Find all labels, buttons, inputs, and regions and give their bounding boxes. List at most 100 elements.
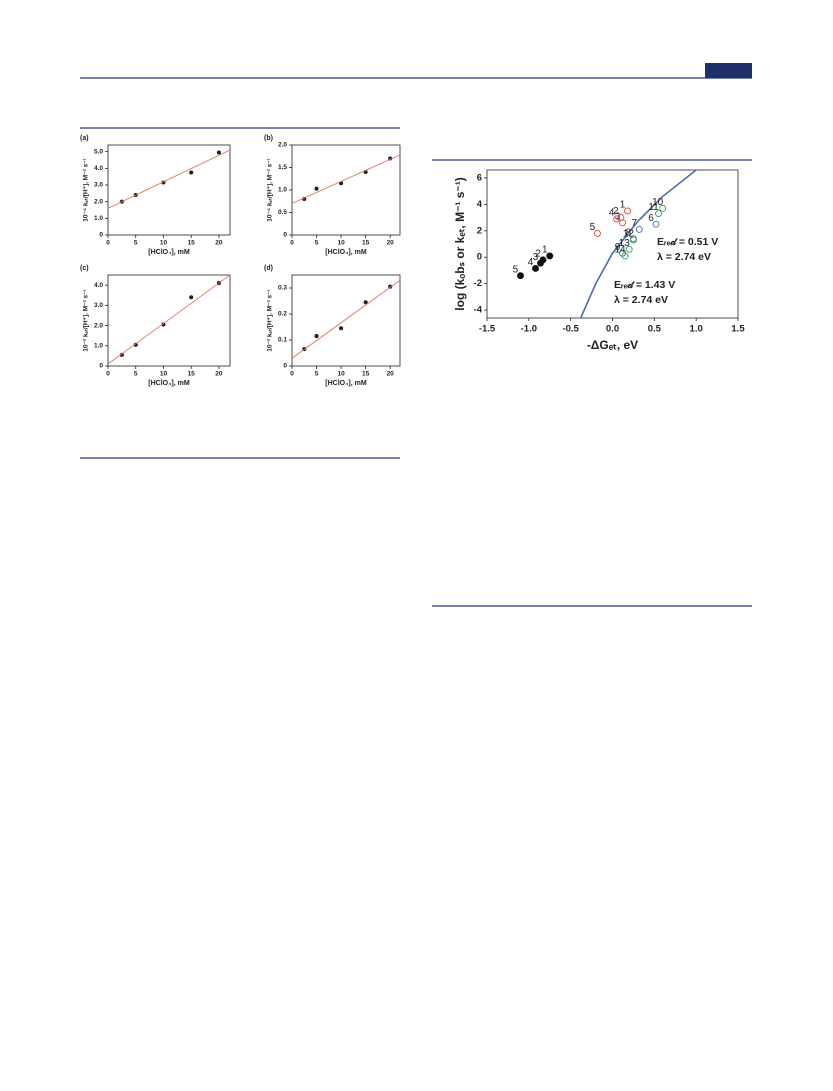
point-label: 4 bbox=[528, 257, 534, 268]
y-tick-label: 5.0 bbox=[94, 148, 103, 155]
y-tick-label: 6 bbox=[477, 172, 482, 183]
y-tick-label: 2.0 bbox=[278, 142, 287, 149]
x-axis-label: [HClO₄], mM bbox=[148, 380, 190, 387]
data-point bbox=[517, 272, 524, 280]
data-point bbox=[621, 252, 629, 260]
panel-label: (c) bbox=[80, 265, 89, 272]
y-tick-label: 2.0 bbox=[94, 322, 103, 329]
annotation: λ = 2.74 eV bbox=[657, 251, 711, 263]
x-tick-label: 5 bbox=[315, 371, 319, 378]
data-point bbox=[635, 226, 643, 233]
x-tick-label: 0 bbox=[290, 371, 294, 378]
panel-label: (d) bbox=[264, 265, 273, 272]
data-point bbox=[624, 207, 632, 215]
y-tick-label: 0 bbox=[99, 363, 103, 370]
data-point bbox=[619, 219, 626, 227]
header-tab bbox=[705, 63, 752, 78]
point-label: 2 bbox=[535, 248, 541, 259]
point-label: 1 bbox=[542, 245, 548, 256]
y-tick-label: 4.0 bbox=[94, 282, 103, 289]
x-tick-label: 1.0 bbox=[690, 324, 703, 335]
y-tick-label: 1.0 bbox=[94, 215, 103, 222]
x-axis-label: [HClO₄], mM bbox=[325, 380, 367, 387]
x-tick-label: -0.5 bbox=[562, 324, 579, 335]
data-point bbox=[659, 204, 667, 212]
x-tick-label: 10 bbox=[337, 371, 345, 378]
annotation: λ = 2.74 eV bbox=[614, 294, 668, 306]
y-tick-label: 4.0 bbox=[94, 165, 103, 172]
y-tick-label: -2 bbox=[474, 278, 482, 289]
data-point bbox=[629, 236, 637, 244]
x-tick-label: -1.5 bbox=[479, 324, 496, 335]
point-label: 3 bbox=[533, 252, 539, 263]
y-tick-label: 3.0 bbox=[94, 182, 103, 189]
y-axis-label: 10⁻⁴ kₑₜ/[H⁺], M⁻² s⁻¹ bbox=[267, 158, 274, 222]
point-label: 9 bbox=[615, 242, 621, 253]
x-tick-label: 0 bbox=[290, 240, 294, 247]
data-point bbox=[314, 186, 319, 191]
y-axis-label: 10⁻³ kₑₜ/[H⁺], M⁻² s⁻¹ bbox=[267, 289, 274, 352]
plot-frame bbox=[291, 144, 401, 236]
point-label: 5 bbox=[513, 264, 519, 275]
x-tick-label: 5 bbox=[315, 240, 319, 247]
point-label: 13 bbox=[619, 238, 631, 249]
x-tick-label: 20 bbox=[387, 240, 395, 247]
y-axis-label: log (kₒbₛ or kₑₜ, M⁻¹ s⁻¹) bbox=[453, 177, 467, 310]
point-label: 11 bbox=[648, 202, 659, 213]
data-point bbox=[652, 220, 660, 228]
annotation: Eᵣₑ𝒹 = 1.43 V bbox=[614, 279, 675, 291]
y-axis-label: 10⁻³ kₑₜ/[H⁺], M⁻² s⁻¹ bbox=[83, 289, 90, 352]
plot-frame bbox=[107, 144, 231, 236]
y-tick-label: 0.3 bbox=[278, 285, 287, 292]
point-label: 7 bbox=[631, 218, 637, 229]
x-tick-label: 1.5 bbox=[731, 324, 745, 335]
y-tick-label: 0 bbox=[283, 363, 287, 370]
x-tick-label: 10 bbox=[337, 240, 345, 247]
y-axis-label: 10⁻⁴ kₑₜ/[H⁺], M⁻² s⁻¹ bbox=[83, 158, 90, 222]
y-tick-label: 2.0 bbox=[94, 198, 103, 205]
y-tick-label: -4 bbox=[474, 305, 483, 316]
y-tick-label: 2 bbox=[477, 225, 482, 236]
x-tick-label: 5 bbox=[134, 240, 138, 247]
data-point bbox=[189, 170, 194, 175]
data-point bbox=[625, 245, 633, 253]
x-tick-label: 5 bbox=[134, 371, 138, 378]
data-point bbox=[339, 326, 344, 331]
data-point bbox=[189, 295, 194, 300]
x-tick-label: -1.0 bbox=[521, 324, 537, 335]
annotation: Eᵣₑ𝒹 = 0.51 V bbox=[657, 236, 718, 248]
plot-frame bbox=[291, 274, 401, 367]
x-tick-label: 0.5 bbox=[648, 324, 662, 335]
fit-line bbox=[108, 275, 230, 365]
y-tick-label: 1.0 bbox=[278, 187, 287, 194]
data-point bbox=[593, 229, 601, 237]
x-tick-label: 10 bbox=[160, 240, 168, 247]
x-tick-label: 20 bbox=[387, 371, 395, 378]
data-point bbox=[537, 259, 544, 267]
data-point bbox=[532, 264, 539, 272]
fit-line bbox=[108, 149, 230, 209]
x-tick-label: 15 bbox=[188, 240, 196, 247]
data-point bbox=[314, 334, 319, 339]
y-tick-label: 0.2 bbox=[278, 311, 287, 318]
point-label: 6 bbox=[648, 213, 654, 224]
y-tick-label: 3.0 bbox=[94, 302, 103, 309]
y-tick-label: 4 bbox=[477, 199, 483, 210]
x-axis-label: [HClO₄], mM bbox=[148, 249, 190, 256]
x-tick-label: 0 bbox=[106, 240, 110, 247]
fit-line bbox=[579, 170, 697, 318]
x-tick-label: 15 bbox=[362, 240, 370, 247]
point-label: 4 bbox=[609, 208, 615, 219]
x-axis-label: [HClO₄], mM bbox=[325, 249, 367, 256]
panel-label: (a) bbox=[80, 135, 89, 142]
x-tick-label: 0.0 bbox=[606, 324, 619, 335]
point-label: 8 bbox=[626, 227, 632, 238]
data-point bbox=[216, 150, 221, 155]
y-tick-label: 0 bbox=[283, 232, 287, 239]
x-tick-label: 20 bbox=[215, 371, 223, 378]
data-point bbox=[546, 252, 554, 260]
panel-label: (b) bbox=[264, 135, 273, 142]
x-tick-label: 0 bbox=[106, 371, 110, 378]
